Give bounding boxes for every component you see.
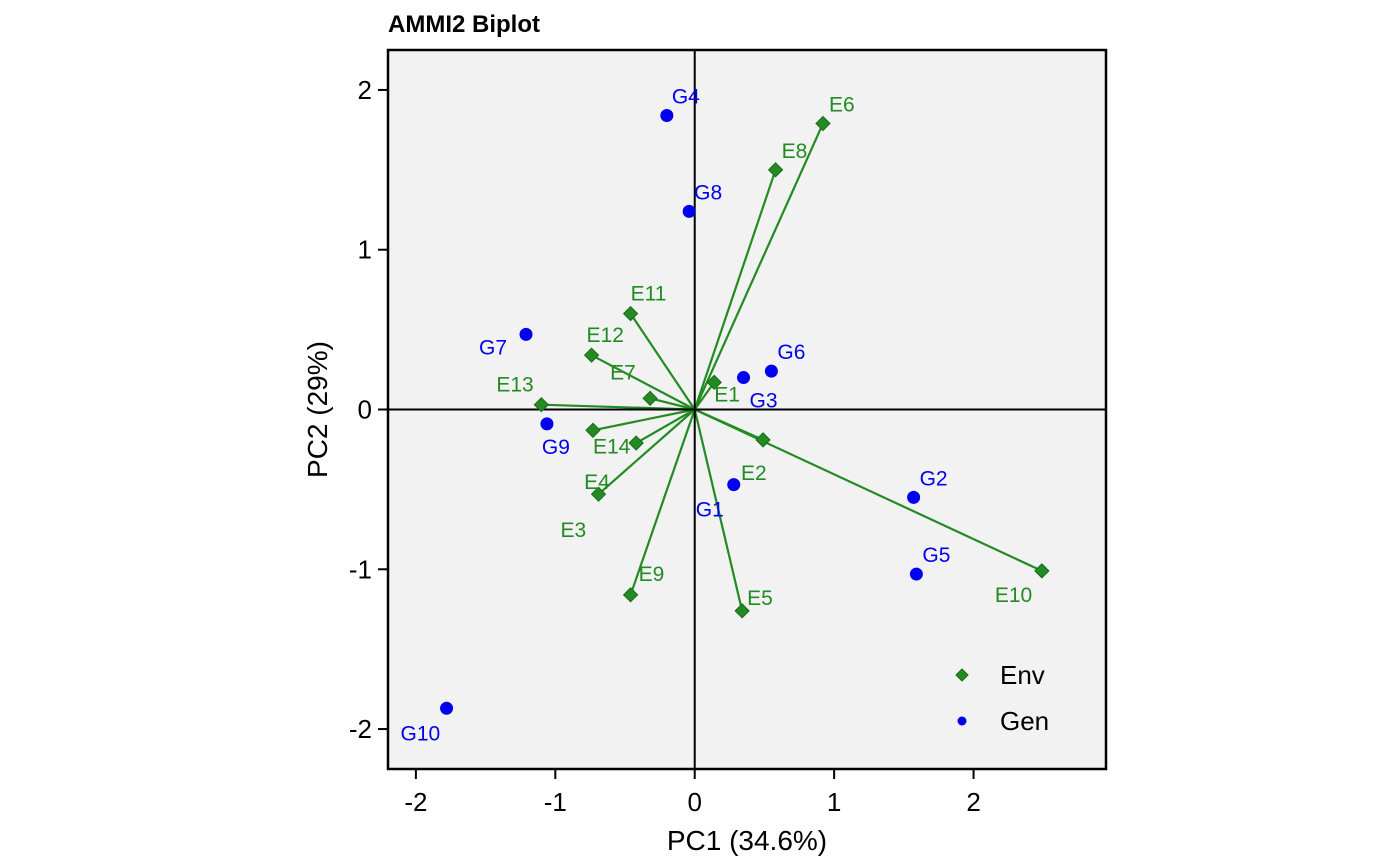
x-tick-label: 1 xyxy=(827,787,841,817)
x-tick-label: -2 xyxy=(404,787,427,817)
env-point-e11 xyxy=(622,305,639,322)
legend-gen-label: Gen xyxy=(1000,706,1049,736)
label-e11: E11 xyxy=(631,283,667,306)
env-point-e10 xyxy=(1034,563,1050,579)
vector-e4 xyxy=(635,408,696,445)
env-vectors xyxy=(541,123,1043,612)
vector-e11 xyxy=(629,313,696,411)
label-g5: G5 xyxy=(922,544,950,567)
y-tick-label: -1 xyxy=(349,554,372,584)
y-tick-label: 2 xyxy=(358,75,372,105)
label-e2: E2 xyxy=(741,462,767,485)
env-point-e5 xyxy=(734,603,750,619)
gen-point-g9 xyxy=(540,417,554,431)
y-tick-label: -2 xyxy=(349,714,372,744)
x-tick-label: 0 xyxy=(687,787,701,817)
label-e9: E9 xyxy=(639,563,665,586)
label-g3: G3 xyxy=(750,390,778,413)
label-e3: E3 xyxy=(561,519,587,542)
gen-point-g3 xyxy=(737,371,751,385)
vector-e1 xyxy=(693,381,716,411)
vector-e3 xyxy=(597,408,696,496)
label-e4: E4 xyxy=(584,471,610,494)
env-point-e1 xyxy=(706,374,722,391)
label-g4: G4 xyxy=(672,86,700,109)
gen-point-g1 xyxy=(727,478,741,492)
label-e6: E6 xyxy=(829,93,855,116)
label-e14: E14 xyxy=(593,435,631,458)
label-g1: G1 xyxy=(696,499,724,522)
label-g10: G10 xyxy=(401,722,441,745)
gen-point-g2 xyxy=(907,490,921,504)
legend-env-marker xyxy=(955,668,969,682)
vector-e5 xyxy=(693,409,744,612)
y-tick-label: 1 xyxy=(358,235,372,265)
vector-e9 xyxy=(629,409,696,596)
chart-title: AMMI2 Biplot xyxy=(388,11,540,38)
vector-e10 xyxy=(694,408,1043,572)
gen-point-g10 xyxy=(440,701,454,715)
legend-gen-marker xyxy=(957,716,967,726)
gen-point-g6 xyxy=(764,364,778,378)
vector-e8 xyxy=(693,169,777,410)
env-point-e9 xyxy=(622,587,639,603)
env-point-e6 xyxy=(815,115,831,132)
env-point-e4 xyxy=(628,435,644,451)
y-tick-label: 0 xyxy=(358,395,372,425)
label-g7: G7 xyxy=(479,336,507,359)
label-e5: E5 xyxy=(747,587,773,610)
label-e10: E10 xyxy=(995,584,1032,607)
gen-point-g5 xyxy=(909,567,923,581)
vector-e7 xyxy=(649,397,695,411)
y-axis: -2 -1 0 1 2 xyxy=(349,75,388,744)
point-labels: E1 E2 E3 E4 E5 E6 E7 E8 E9 E10 E11 E12 E13 E14 G1 G2 G3 G… xyxy=(401,86,1033,746)
gen-point-g7 xyxy=(519,327,533,341)
label-g9: G9 xyxy=(542,436,570,459)
vector-e6 xyxy=(693,123,824,410)
env-point-e13 xyxy=(533,396,550,413)
env-point-e3 xyxy=(590,486,607,502)
legend-env-label: Env xyxy=(1000,660,1045,690)
label-g2: G2 xyxy=(920,467,948,490)
label-e1: E1 xyxy=(714,383,740,406)
label-e8: E8 xyxy=(782,140,808,163)
data-points xyxy=(440,109,1050,715)
x-axis-title: PC1 (34.6%) xyxy=(667,825,827,856)
legend: Env Gen xyxy=(955,660,1049,736)
y-axis-title: PC2 (29%) xyxy=(302,341,333,478)
label-e7: E7 xyxy=(610,361,636,384)
env-point-e2 xyxy=(755,432,771,448)
x-tick-label: -1 xyxy=(544,787,567,817)
x-tick-label: 2 xyxy=(966,787,980,817)
label-g8: G8 xyxy=(694,181,722,204)
gen-point-g8 xyxy=(682,204,696,218)
gen-point-g4 xyxy=(660,109,674,123)
zero-reference-lines xyxy=(388,50,1106,769)
vector-e14 xyxy=(592,408,695,432)
env-point-e12 xyxy=(583,347,600,363)
label-g6: G6 xyxy=(777,341,805,364)
label-e13: E13 xyxy=(496,374,533,397)
label-e12: E12 xyxy=(587,324,624,347)
vector-e12 xyxy=(591,354,696,411)
env-point-e14 xyxy=(585,422,601,438)
env-point-e8 xyxy=(767,162,784,178)
x-axis: -2 -1 0 1 2 xyxy=(404,769,981,817)
env-point-e7 xyxy=(642,390,658,407)
